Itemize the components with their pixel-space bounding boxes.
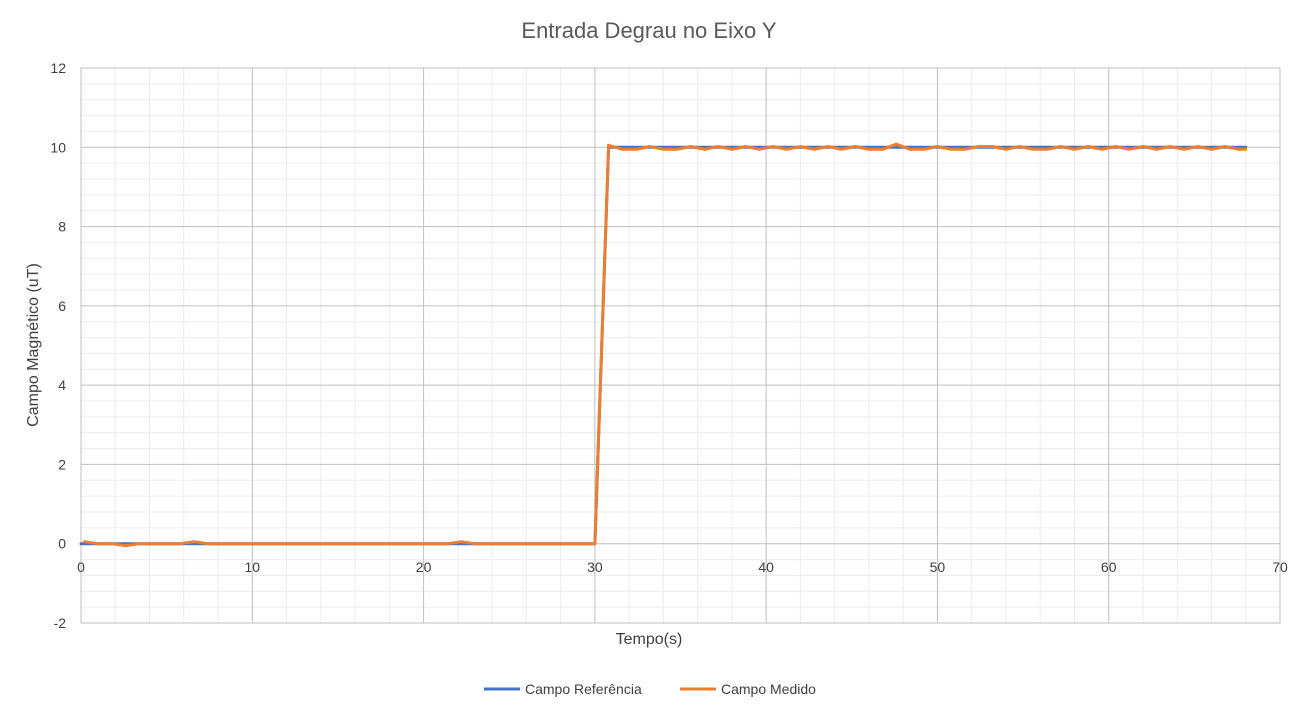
y-tick-label: 8: [58, 219, 66, 235]
y-tick-label: 10: [50, 139, 66, 155]
legend-label-reference: Campo Referência: [525, 681, 642, 697]
chart-title: Entrada Degrau no Eixo Y: [521, 18, 777, 43]
y-tick-label: 0: [58, 536, 66, 552]
series-layer: [79, 142, 1248, 548]
x-tick-label: 40: [758, 559, 774, 575]
y-tick-label: 4: [58, 377, 66, 393]
x-tick-label: 60: [1101, 559, 1117, 575]
minor-grid: [81, 68, 1280, 623]
x-tick-label: 50: [930, 559, 946, 575]
x-axis-title: Tempo(s): [616, 631, 683, 648]
y-axis-title: Campo Magnético (uT): [25, 263, 42, 427]
x-axis-ticks: 0 10 20 30 40 50 60 70: [77, 559, 1288, 575]
y-tick-label: -2: [54, 615, 67, 631]
x-tick-label: 30: [587, 559, 603, 575]
x-tick-label: 70: [1272, 559, 1288, 575]
y-axis-ticks: -2 0 2 4 6 8 10 12: [50, 60, 66, 631]
plot-area-border: [80, 67, 1281, 624]
x-tick-label: 10: [244, 559, 260, 575]
legend: Campo Referência Campo Medido: [484, 681, 816, 697]
x-tick-label: 20: [416, 559, 432, 575]
legend-label-measured: Campo Medido: [721, 681, 816, 697]
y-tick-label: 6: [58, 298, 66, 314]
y-tick-label: 2: [58, 456, 66, 472]
x-tick-label: 0: [77, 559, 85, 575]
series-line-measured: [82, 142, 1248, 548]
y-tick-label: 12: [50, 60, 66, 76]
